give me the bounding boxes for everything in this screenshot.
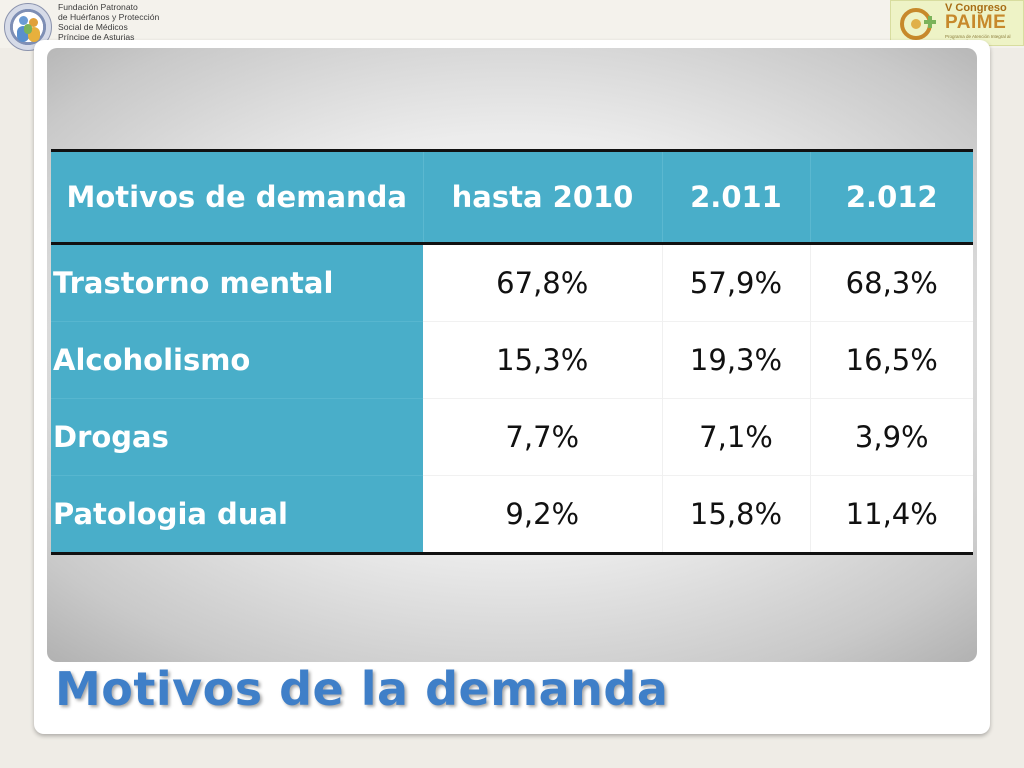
paime-mark-icon: [900, 8, 936, 40]
foundation-name-line-2: de Huérfanos y Protección: [58, 12, 160, 22]
congress-name: PAIME: [945, 12, 1007, 33]
table-row: Patologia dual 9,2% 15,8% 11,4%: [51, 475, 973, 554]
table-cell: 3,9%: [809, 398, 973, 476]
table-cell: 16,5%: [809, 321, 973, 399]
paime-congress-logo: V Congreso PAIME Programa de Atención In…: [890, 0, 1024, 46]
row-label: Drogas: [51, 398, 423, 476]
foundation-name-line-1: Fundación Patronato: [58, 2, 138, 12]
demand-reasons-table: Motivos de demanda hasta 2010 2.011 2.01…: [51, 149, 973, 555]
foundation-logo: Fundación Patronato de Huérfanos y Prote…: [0, 0, 230, 51]
foundation-name-line-4: Príncipe de Asturias: [58, 32, 135, 42]
column-header-2011: 2.011: [661, 150, 810, 245]
table-cell: 67,8%: [423, 243, 662, 322]
table-cell: 68,3%: [809, 243, 973, 322]
column-header-until-2010: hasta 2010: [422, 150, 662, 245]
table-cell: 57,9%: [661, 243, 810, 322]
table-cell: 19,3%: [661, 321, 810, 399]
table-row: Trastorno mental 67,8% 57,9% 68,3%: [51, 243, 973, 322]
table-row: Drogas 7,7% 7,1% 3,9%: [51, 398, 973, 476]
row-label: Patologia dual: [51, 475, 423, 554]
congress-edition: V Congreso: [945, 2, 1007, 14]
row-label: Alcoholismo: [51, 321, 423, 399]
table-cell: 15,8%: [661, 475, 810, 554]
foundation-name-line-3: Social de Médicos: [58, 22, 128, 32]
table-cell: 11,4%: [809, 475, 973, 554]
column-header-2012: 2.012: [809, 150, 973, 245]
table-header-row: Motivos de demanda hasta 2010 2.011 2.01…: [51, 150, 973, 245]
table-cell: 15,3%: [423, 321, 662, 399]
column-header-reason: Motivos de demanda: [51, 150, 423, 245]
table-cell: 7,7%: [423, 398, 662, 476]
slide-title: Motivos de la demanda: [55, 662, 669, 716]
table-cell: 7,1%: [661, 398, 810, 476]
table-row: Alcoholismo 15,3% 19,3% 16,5%: [51, 321, 973, 399]
row-label: Trastorno mental: [51, 243, 423, 322]
table-cell: 9,2%: [423, 475, 662, 554]
